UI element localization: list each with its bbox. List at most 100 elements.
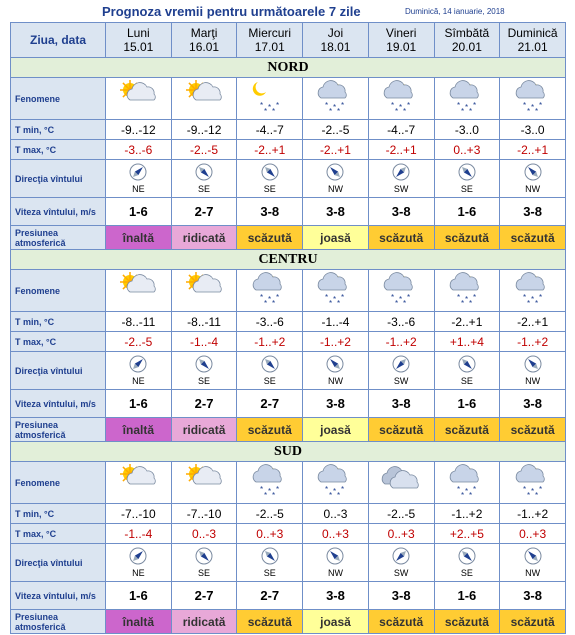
wind-icon (326, 355, 344, 373)
svg-text:*: * (523, 101, 526, 110)
svg-text:*: * (473, 485, 476, 494)
tmax-value: -2..+1 (367, 139, 435, 160)
wind-dir-text: SE (198, 376, 211, 386)
wind-dir-text: SE (198, 568, 211, 578)
pressure-value: scăzută (499, 225, 566, 250)
wind-dir-text: NW (327, 376, 343, 386)
pressure-value: scăzută (433, 609, 501, 634)
row-label: Viteza vîntului, m/s (10, 389, 106, 418)
svg-text:*: * (260, 485, 263, 494)
wind-speed-value: 2-7 (170, 197, 238, 226)
svg-text:*: * (329, 107, 332, 116)
weather-cell: * * * * * (367, 77, 435, 120)
svg-text:*: * (272, 107, 275, 116)
weather-icon (186, 272, 222, 293)
svg-text:*: * (539, 101, 542, 110)
row-label: Presiunea atmosferică (10, 417, 106, 442)
day-header: Joi 18.01 (302, 22, 369, 58)
header-row: Ziua, data Luni 15.01 Marţi 16.01 Miercuri 17.… (10, 22, 566, 58)
wind-dir-cell: NW (499, 159, 566, 198)
wind-dir-cell: NW (302, 543, 369, 582)
svg-text:*: * (276, 485, 279, 494)
day-date: 19.01 (386, 40, 417, 54)
svg-text:*: * (272, 491, 275, 500)
wind-dir-text: SE (263, 568, 276, 578)
row-label: Fenomene (10, 77, 106, 120)
pressure-value: înaltă (105, 609, 172, 634)
wind-dir-text: NW (525, 568, 541, 578)
svg-text:*: * (325, 101, 328, 110)
tmax-value: 0..+3 (236, 523, 304, 544)
tmax-row: T max, °C -1..-4 0..-3 0..+3 0..+3 0..+3 +2..+… (10, 523, 566, 544)
tmax-value: 0..+3 (499, 523, 566, 544)
wind-dir-cell: NE (105, 351, 172, 390)
tmin-value: -4..-7 (367, 119, 435, 140)
svg-text:*: * (264, 107, 267, 116)
wind-icon (261, 547, 279, 565)
wind-icon (458, 163, 476, 181)
wind-icon (195, 163, 213, 181)
weather-icon: * * ** * (383, 80, 413, 116)
weather-icon: * * ** * (515, 80, 545, 116)
wind-speed-value: 2-7 (236, 581, 304, 610)
wind-speed-value: 1-6 (433, 197, 501, 226)
svg-text:*: * (403, 299, 406, 308)
svg-text:*: * (260, 293, 263, 302)
wind-speed-value: 3-8 (302, 581, 369, 610)
svg-text:*: * (535, 491, 538, 500)
wind-speed-value: 1-6 (105, 197, 172, 226)
day-name: Sîmbătă (444, 26, 490, 40)
wind-icon (524, 163, 542, 181)
wind-speed-value: 1-6 (433, 389, 501, 418)
svg-text:*: * (337, 299, 340, 308)
tmin-value: -7..-10 (170, 503, 238, 524)
weather-icon (120, 464, 157, 485)
weather-cell (170, 461, 238, 504)
wind-dir-cell: SW (367, 543, 435, 582)
pressure-row: Presiunea atmosferică înaltă ridicată scăzu… (10, 225, 566, 250)
tmax-value: -3..-6 (105, 139, 172, 160)
svg-text:*: * (399, 103, 402, 112)
wind-icon (326, 547, 344, 565)
svg-text:*: * (341, 101, 344, 110)
title: Prognoza vremii pentru următoarele 7 zil… (102, 4, 361, 19)
weather-cell: * * * * * (433, 461, 501, 504)
row-label: T min, °C (10, 311, 106, 332)
wind-dir-text: NW (327, 184, 343, 194)
wind-dir-row: Direcţia vîntului NE SE SE NW SW SE NW (10, 159, 566, 198)
pressure-row: Presiunea atmosferică înaltă ridicată scăzu… (10, 609, 566, 634)
row-label: Direcţia vîntului (10, 351, 106, 390)
wind-speed-value: 3-8 (499, 581, 566, 610)
weather-icon: * * ** * (515, 272, 545, 308)
wind-icon (458, 547, 476, 565)
svg-text:*: * (268, 103, 271, 112)
svg-text:*: * (395, 107, 398, 116)
tmin-value: -2..-5 (236, 503, 304, 524)
tmin-value: -1..-4 (302, 311, 369, 332)
wind-icon (261, 355, 279, 373)
weather-cell: * * * * * (433, 269, 501, 312)
region-row: CENTRU (10, 249, 566, 270)
svg-text:*: * (403, 107, 406, 116)
wind-dir-text: SW (393, 568, 409, 578)
row-label: T min, °C (10, 503, 106, 524)
svg-text:*: * (337, 491, 340, 500)
row-label: T max, °C (10, 331, 106, 352)
day-name: Luni (127, 26, 150, 40)
day-header: Duminică 21.01 (499, 22, 566, 58)
tmin-value: -2..+1 (499, 311, 566, 332)
day-date: 18.01 (320, 40, 351, 54)
weather-cell: * * * * * (302, 269, 369, 312)
wind-dir-text: NE (132, 184, 145, 194)
forecast-table: Ziua, data Luni 15.01 Marţi 16.01 Miercuri 17.… (10, 22, 566, 634)
pressure-value: scăzută (499, 609, 566, 634)
tmin-value: 0..-3 (302, 503, 369, 524)
row-label: T min, °C (10, 119, 106, 140)
wind-dir-text: SE (460, 184, 473, 194)
tmax-row: T max, °C -3..-6 -2..-5 -2..+1 -2..+1 -2..+1 0… (10, 139, 566, 160)
tmin-value: -8..-11 (170, 311, 238, 332)
weather-cell: * * * * * (499, 77, 566, 120)
weather-icon: * * ** * (449, 80, 479, 116)
svg-text:*: * (325, 485, 328, 494)
wind-speed-value: 1-6 (433, 581, 501, 610)
